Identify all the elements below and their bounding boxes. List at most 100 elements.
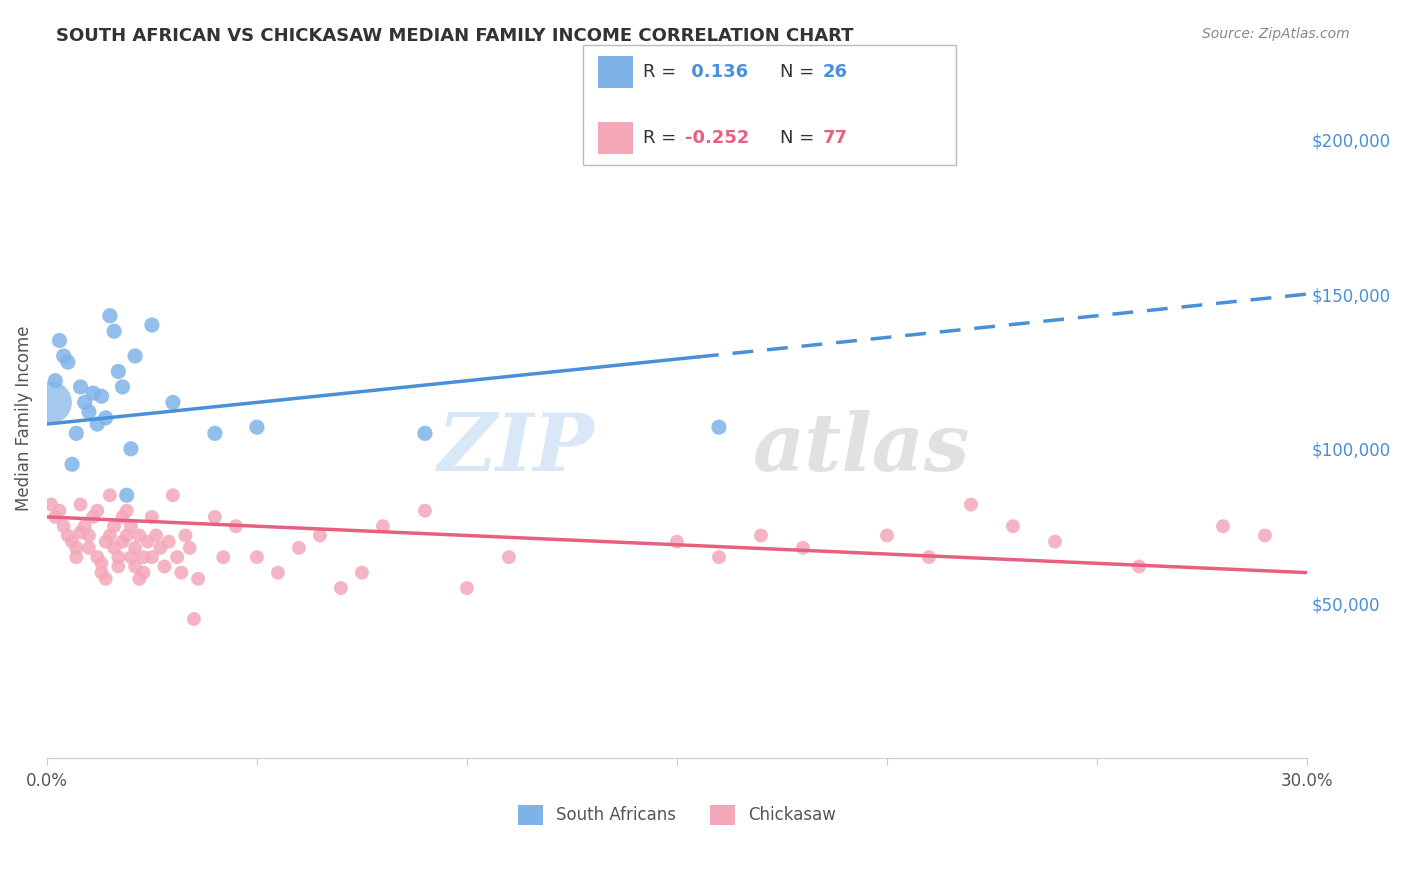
Point bbox=[39, 498, 62, 512]
Text: 0.136: 0.136 bbox=[685, 62, 748, 80]
Point bbox=[103, 519, 125, 533]
Point bbox=[132, 550, 155, 565]
Point bbox=[371, 519, 394, 533]
Point bbox=[39, 395, 62, 409]
Point bbox=[77, 405, 100, 419]
Point bbox=[94, 410, 117, 425]
Point bbox=[86, 550, 108, 565]
Point bbox=[86, 417, 108, 431]
Point bbox=[103, 541, 125, 555]
Point bbox=[82, 509, 104, 524]
Point bbox=[103, 324, 125, 338]
Point bbox=[141, 509, 163, 524]
Y-axis label: Median Family Income: Median Family Income bbox=[15, 325, 32, 510]
Point bbox=[44, 509, 66, 524]
Point bbox=[225, 519, 247, 533]
Point bbox=[157, 534, 180, 549]
Point bbox=[132, 566, 155, 580]
Point bbox=[111, 534, 134, 549]
Point bbox=[69, 525, 91, 540]
Text: atlas: atlas bbox=[752, 409, 970, 487]
Point bbox=[77, 528, 100, 542]
Point bbox=[413, 426, 436, 441]
Point bbox=[56, 355, 79, 369]
Point bbox=[162, 488, 184, 502]
Point bbox=[1128, 559, 1150, 574]
Point bbox=[204, 509, 226, 524]
Point bbox=[128, 528, 150, 542]
Point bbox=[120, 550, 142, 565]
Point bbox=[1043, 534, 1066, 549]
Point bbox=[267, 566, 290, 580]
Point bbox=[48, 334, 70, 348]
Point bbox=[1254, 528, 1277, 542]
Point bbox=[1001, 519, 1024, 533]
Point bbox=[90, 389, 112, 403]
Text: Source: ZipAtlas.com: Source: ZipAtlas.com bbox=[1202, 27, 1350, 41]
Point bbox=[44, 374, 66, 388]
Point bbox=[212, 550, 235, 565]
Point bbox=[115, 488, 138, 502]
Point bbox=[107, 550, 129, 565]
Point bbox=[136, 534, 159, 549]
Point bbox=[115, 504, 138, 518]
Point bbox=[145, 528, 167, 542]
Point bbox=[107, 559, 129, 574]
Point bbox=[52, 519, 75, 533]
Point bbox=[94, 572, 117, 586]
Point bbox=[288, 541, 311, 555]
Point bbox=[792, 541, 814, 555]
Text: 77: 77 bbox=[823, 129, 848, 147]
Point bbox=[73, 519, 96, 533]
Point bbox=[98, 528, 121, 542]
Point bbox=[94, 534, 117, 549]
Point bbox=[107, 364, 129, 378]
Point bbox=[183, 612, 205, 626]
Point bbox=[665, 534, 688, 549]
Point bbox=[179, 541, 201, 555]
Legend: South Africans, Chickasaw: South Africans, Chickasaw bbox=[512, 798, 842, 831]
Point bbox=[749, 528, 772, 542]
Text: -0.252: -0.252 bbox=[685, 129, 749, 147]
Point bbox=[498, 550, 520, 565]
Text: R =: R = bbox=[643, 62, 682, 80]
Text: N =: N = bbox=[780, 129, 820, 147]
Point bbox=[77, 541, 100, 555]
Point bbox=[187, 572, 209, 586]
Point bbox=[56, 528, 79, 542]
Point bbox=[124, 349, 146, 363]
Point bbox=[73, 395, 96, 409]
Point bbox=[90, 566, 112, 580]
Point bbox=[52, 349, 75, 363]
Point bbox=[350, 566, 373, 580]
Point bbox=[124, 541, 146, 555]
Text: SOUTH AFRICAN VS CHICKASAW MEDIAN FAMILY INCOME CORRELATION CHART: SOUTH AFRICAN VS CHICKASAW MEDIAN FAMILY… bbox=[56, 27, 853, 45]
Point bbox=[329, 581, 352, 595]
Text: 26: 26 bbox=[823, 62, 848, 80]
Point bbox=[60, 458, 83, 472]
Point bbox=[141, 318, 163, 332]
Point bbox=[124, 559, 146, 574]
Point bbox=[120, 519, 142, 533]
Text: ZIP: ZIP bbox=[439, 409, 595, 487]
Point bbox=[141, 550, 163, 565]
Point bbox=[876, 528, 898, 542]
Point bbox=[86, 504, 108, 518]
Point bbox=[153, 559, 176, 574]
Point bbox=[98, 309, 121, 323]
Point bbox=[90, 557, 112, 571]
Text: N =: N = bbox=[780, 62, 820, 80]
Point bbox=[170, 566, 193, 580]
Point bbox=[918, 550, 941, 565]
Point bbox=[162, 395, 184, 409]
Point bbox=[707, 420, 730, 434]
Point bbox=[246, 550, 269, 565]
Point bbox=[413, 504, 436, 518]
Point bbox=[707, 550, 730, 565]
Point bbox=[65, 426, 87, 441]
Point bbox=[111, 509, 134, 524]
Text: R =: R = bbox=[643, 129, 682, 147]
Point bbox=[82, 386, 104, 401]
Point bbox=[69, 380, 91, 394]
Point bbox=[48, 504, 70, 518]
